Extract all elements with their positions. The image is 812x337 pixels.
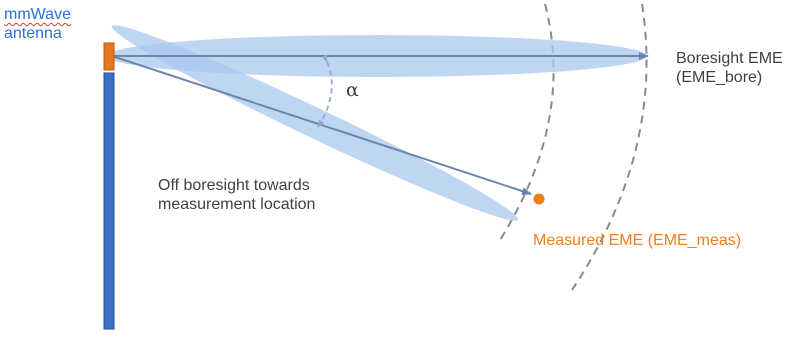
boresight-label: Boresight EME (EME_bore) xyxy=(676,49,783,87)
boresight-label-line1: Boresight EME xyxy=(676,50,783,67)
off-boresight-label-line1: Off boresight towards xyxy=(158,177,310,194)
antenna-label-line2: antenna xyxy=(4,25,62,42)
antenna-label-line1: mmWave xyxy=(4,6,71,23)
measured-eme-label: Measured EME (EME_meas) xyxy=(533,232,742,249)
antenna-mast xyxy=(103,72,115,330)
off-boresight-label-line2: measurement location xyxy=(158,196,316,213)
measured-point xyxy=(533,193,545,205)
boresight-label-line2: (EME_bore) xyxy=(676,69,763,86)
antenna-feed xyxy=(103,42,115,71)
angle-arc xyxy=(317,54,333,128)
angle-symbol: α xyxy=(346,79,359,101)
off-boresight-arrow xyxy=(111,55,532,195)
antenna-label: mmWave antenna xyxy=(4,5,71,43)
wavefront-arc-inner xyxy=(499,3,555,241)
wavefront-arc-outer xyxy=(571,3,648,291)
off-boresight-label: Off boresight towards measurement locati… xyxy=(158,176,315,214)
